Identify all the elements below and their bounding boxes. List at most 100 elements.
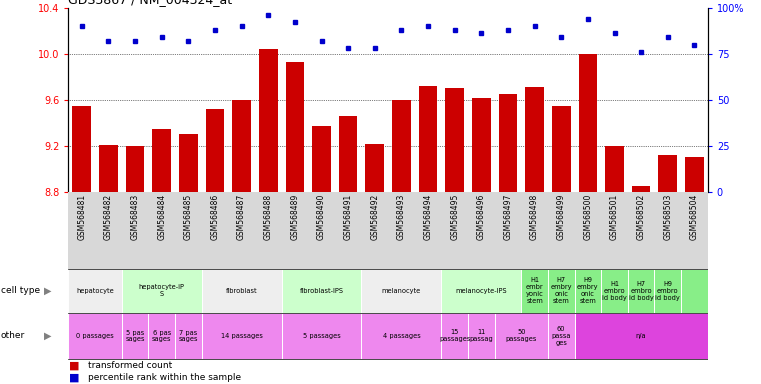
- Text: GSM568499: GSM568499: [557, 194, 565, 240]
- Text: GSM568485: GSM568485: [184, 194, 193, 240]
- Bar: [365, 144, 384, 192]
- Bar: [148, 313, 175, 359]
- Text: 14 passages: 14 passages: [221, 333, 263, 339]
- Bar: [99, 145, 118, 192]
- Text: H1
embro
id body: H1 embro id body: [602, 281, 627, 301]
- Bar: [628, 269, 654, 313]
- Text: GSM568497: GSM568497: [504, 194, 512, 240]
- Bar: [175, 313, 202, 359]
- Text: 5 passages: 5 passages: [303, 333, 340, 339]
- Text: GSM568501: GSM568501: [610, 194, 619, 240]
- Bar: [282, 269, 361, 313]
- Text: GSM568488: GSM568488: [264, 194, 272, 240]
- Text: GSM568486: GSM568486: [211, 194, 219, 240]
- Bar: [259, 49, 278, 192]
- Bar: [548, 313, 575, 359]
- Bar: [495, 313, 548, 359]
- Text: GSM568489: GSM568489: [291, 194, 299, 240]
- Bar: [202, 269, 282, 313]
- Text: GSM568487: GSM568487: [237, 194, 246, 240]
- Text: ■: ■: [68, 372, 79, 382]
- Bar: [601, 269, 628, 313]
- Bar: [498, 94, 517, 192]
- Bar: [282, 313, 361, 359]
- Bar: [126, 146, 145, 192]
- Text: fibroblast-IPS: fibroblast-IPS: [300, 288, 343, 294]
- Text: GSM568493: GSM568493: [397, 194, 406, 240]
- Text: GSM568500: GSM568500: [584, 194, 592, 240]
- Bar: [68, 313, 122, 359]
- Bar: [575, 313, 708, 359]
- Bar: [654, 269, 681, 313]
- Bar: [205, 109, 224, 192]
- Text: 6 pas
sages: 6 pas sages: [152, 329, 171, 343]
- Bar: [361, 313, 441, 359]
- Text: transformed count: transformed count: [88, 361, 172, 370]
- Bar: [72, 106, 91, 192]
- Text: GSM568490: GSM568490: [317, 194, 326, 240]
- Text: H9
embro
id body: H9 embro id body: [655, 281, 680, 301]
- Bar: [122, 269, 202, 313]
- Bar: [552, 106, 571, 192]
- Bar: [685, 157, 704, 192]
- Text: GDS3867 / NM_004324_at: GDS3867 / NM_004324_at: [68, 0, 233, 7]
- Bar: [575, 269, 601, 313]
- Bar: [68, 269, 122, 313]
- Bar: [285, 62, 304, 192]
- Text: 60
passa
ges: 60 passa ges: [552, 326, 571, 346]
- Bar: [472, 98, 491, 192]
- Bar: [632, 186, 651, 192]
- Text: GSM568498: GSM568498: [530, 194, 539, 240]
- Text: GSM568492: GSM568492: [371, 194, 379, 240]
- Text: 5 pas
sages: 5 pas sages: [126, 329, 145, 343]
- Text: GSM568494: GSM568494: [424, 194, 432, 240]
- Bar: [521, 269, 548, 313]
- Text: 7 pas
sages: 7 pas sages: [179, 329, 198, 343]
- Text: ▶: ▶: [44, 331, 52, 341]
- Text: melanocyte: melanocyte: [382, 288, 421, 294]
- Text: melanocyte-IPS: melanocyte-IPS: [456, 288, 507, 294]
- Text: 4 passages: 4 passages: [383, 333, 420, 339]
- Bar: [681, 269, 708, 313]
- Text: GSM568481: GSM568481: [78, 194, 86, 240]
- Text: H1
embr
yonic
stem: H1 embr yonic stem: [526, 277, 543, 305]
- Text: other: other: [1, 331, 25, 341]
- Text: 15
passages: 15 passages: [439, 329, 470, 343]
- Text: GSM568504: GSM568504: [690, 194, 699, 240]
- Bar: [578, 54, 597, 192]
- Text: hepatocyte-iP
S: hepatocyte-iP S: [139, 285, 185, 297]
- Text: 50
passages: 50 passages: [505, 329, 537, 343]
- Text: n/a: n/a: [636, 333, 646, 339]
- Bar: [68, 192, 708, 269]
- Bar: [441, 313, 468, 359]
- Bar: [179, 134, 198, 192]
- Bar: [361, 269, 441, 313]
- Text: GSM568503: GSM568503: [664, 194, 672, 240]
- Bar: [468, 313, 495, 359]
- Bar: [658, 155, 677, 192]
- Text: H9
embry
onic
stem: H9 embry onic stem: [577, 277, 599, 305]
- Text: cell type: cell type: [1, 286, 40, 295]
- Text: GSM568484: GSM568484: [158, 194, 166, 240]
- Text: GSM568496: GSM568496: [477, 194, 486, 240]
- Bar: [525, 87, 544, 192]
- Bar: [312, 126, 331, 192]
- Bar: [419, 86, 438, 192]
- Text: ▶: ▶: [44, 286, 52, 296]
- Bar: [122, 313, 148, 359]
- Text: GSM568482: GSM568482: [104, 194, 113, 240]
- Bar: [392, 100, 411, 192]
- Text: hepatocyte: hepatocyte: [76, 288, 114, 294]
- Bar: [232, 100, 251, 192]
- Text: fibroblast: fibroblast: [226, 288, 257, 294]
- Text: ■: ■: [68, 361, 79, 371]
- Bar: [605, 146, 624, 192]
- Text: 11
passag: 11 passag: [470, 329, 493, 343]
- Bar: [339, 116, 358, 192]
- Text: 0 passages: 0 passages: [76, 333, 114, 339]
- Text: GSM568495: GSM568495: [451, 194, 459, 240]
- Bar: [202, 313, 282, 359]
- Bar: [441, 269, 521, 313]
- Bar: [152, 129, 171, 192]
- Text: H7
embro
id body: H7 embro id body: [629, 281, 654, 301]
